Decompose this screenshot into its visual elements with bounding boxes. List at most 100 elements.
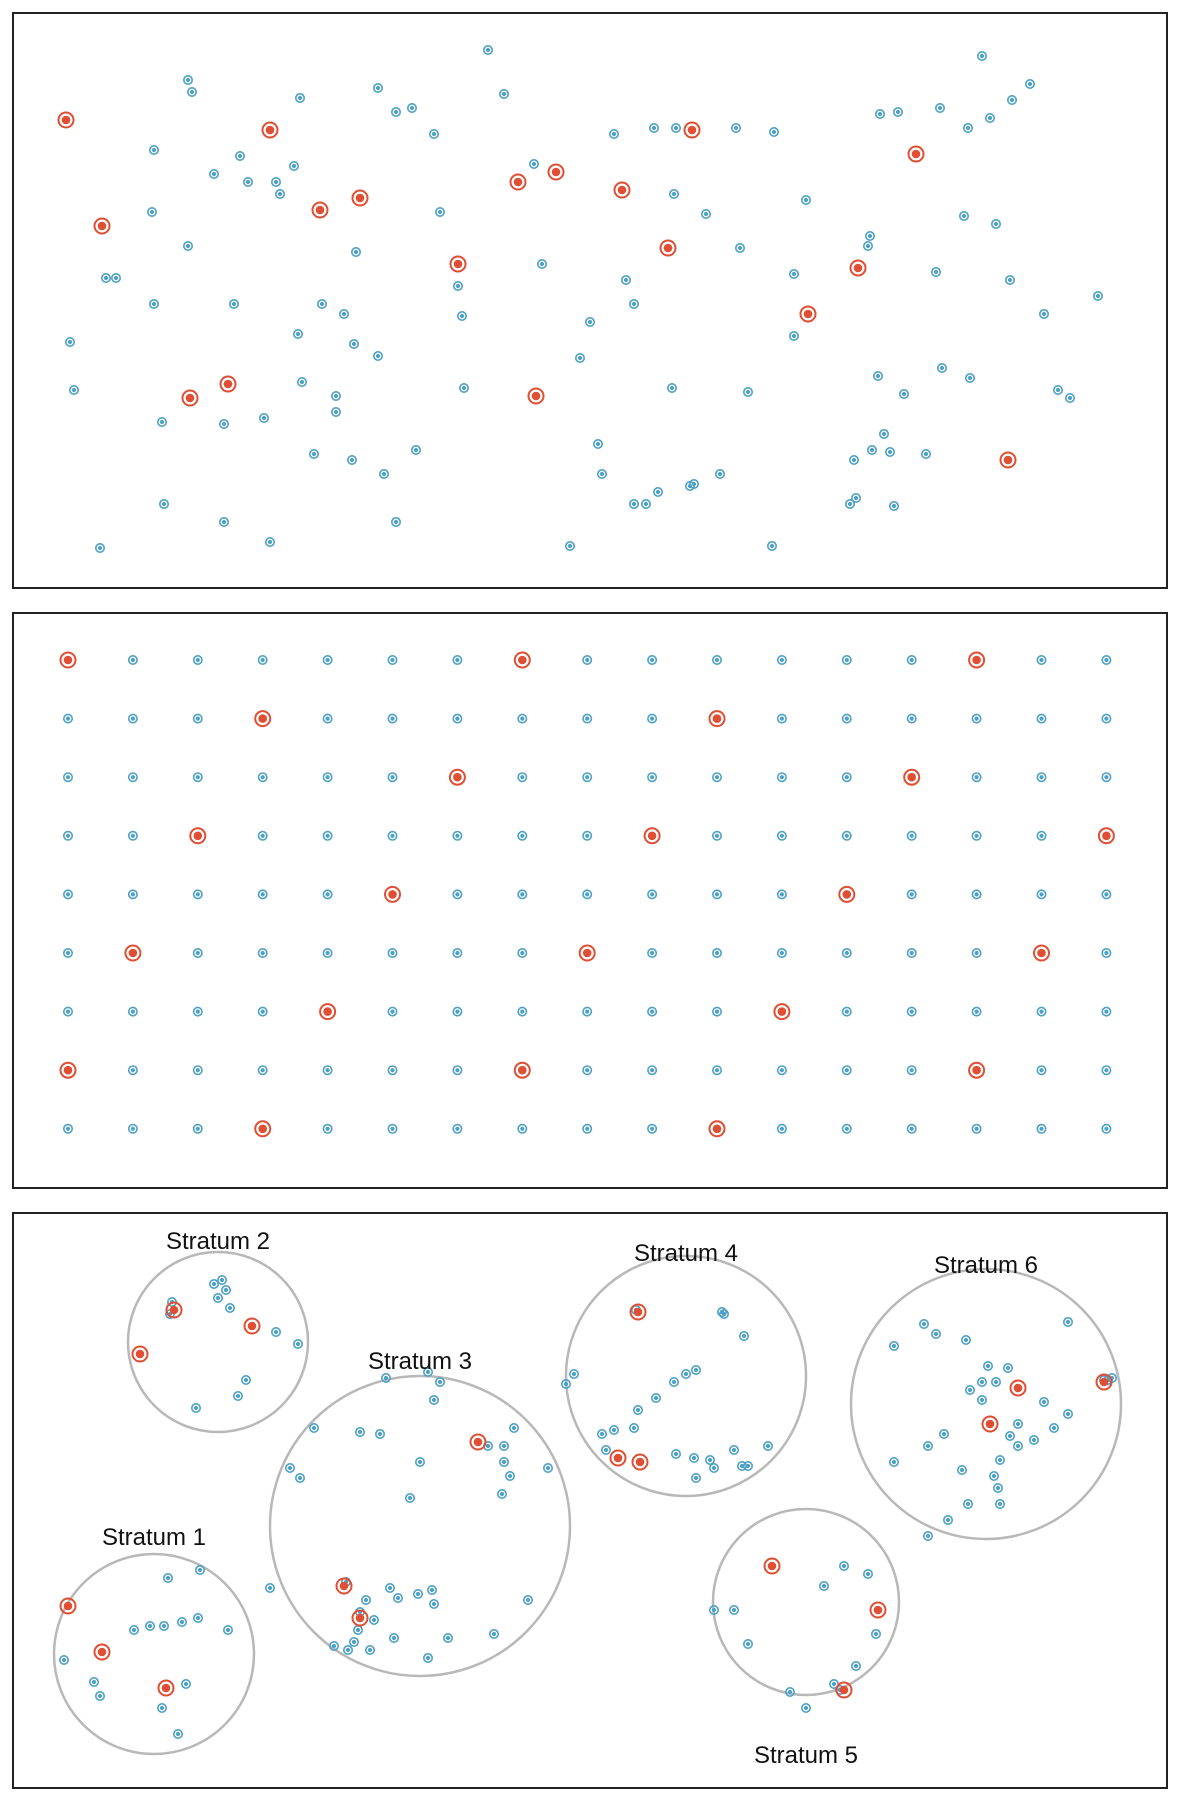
population-dot bbox=[648, 123, 659, 134]
stratum-2-population-dot bbox=[191, 1403, 202, 1414]
stratum-5-population-dot bbox=[850, 1660, 861, 1671]
sampled-dot bbox=[449, 255, 467, 273]
population-dot bbox=[884, 446, 895, 457]
grid-population-dot bbox=[582, 889, 593, 900]
stratum-6-population-dot bbox=[922, 1441, 933, 1452]
grid-population-dot bbox=[322, 772, 333, 783]
stratum-4-sampled-dot bbox=[629, 1303, 647, 1321]
grid-population-dot bbox=[387, 830, 398, 841]
stratum-1-population-dot bbox=[129, 1624, 140, 1635]
sampled-dot bbox=[547, 163, 565, 181]
grid-population-dot bbox=[517, 1006, 528, 1017]
stratum-4-population-dot bbox=[668, 1377, 679, 1388]
stratum-1-population-dot bbox=[173, 1728, 184, 1739]
sampled-dot bbox=[351, 189, 369, 207]
stratum-4-population-dot bbox=[762, 1441, 773, 1452]
stratum-6-population-dot bbox=[1049, 1423, 1060, 1434]
stratum-6-sampled-dot bbox=[981, 1415, 999, 1433]
grid-population-dot bbox=[192, 1123, 203, 1134]
stratum-6-population-dot bbox=[938, 1429, 949, 1440]
stratum-6-population-dot bbox=[1063, 1317, 1074, 1328]
population-dot bbox=[976, 50, 987, 61]
grid-population-dot bbox=[1036, 772, 1047, 783]
stratum-4-population-dot bbox=[728, 1445, 739, 1456]
stratum-5-population-dot bbox=[728, 1604, 739, 1615]
grid-population-dot bbox=[711, 1006, 722, 1017]
population-dot bbox=[68, 384, 79, 395]
grid-population-dot bbox=[776, 947, 787, 958]
grid-population-dot bbox=[127, 654, 138, 665]
stratum-6-population-dot bbox=[1028, 1435, 1039, 1446]
grid-population-dot bbox=[1101, 947, 1112, 958]
stratum-4-population-dot bbox=[560, 1379, 571, 1390]
sampled-dot bbox=[799, 305, 817, 323]
panel-simple-random-sample bbox=[12, 12, 1168, 589]
stratum-1-sampled-dot bbox=[59, 1597, 77, 1615]
grid-population-dot bbox=[906, 1006, 917, 1017]
population-dot bbox=[294, 93, 305, 104]
population-dot bbox=[652, 486, 663, 497]
stratum-6-population-dot bbox=[1012, 1419, 1023, 1430]
stratum-3-population-dot bbox=[508, 1423, 519, 1434]
population-dot bbox=[768, 127, 779, 138]
population-dot bbox=[308, 448, 319, 459]
stratum-2-boundary bbox=[126, 1250, 310, 1434]
grid-population-dot bbox=[776, 654, 787, 665]
grid-population-dot bbox=[841, 1123, 852, 1134]
stratum-4-label: Stratum 4 bbox=[633, 1240, 739, 1267]
grid-population-dot bbox=[582, 1123, 593, 1134]
stratum-3-population-dot bbox=[308, 1423, 319, 1434]
stratum-6-population-dot bbox=[994, 1455, 1005, 1466]
stratum-3-population-dot bbox=[504, 1470, 515, 1481]
grid-population-dot bbox=[1036, 654, 1047, 665]
stratum-1-boundary bbox=[52, 1552, 256, 1756]
population-dot bbox=[990, 219, 1001, 230]
grid-population-dot bbox=[647, 947, 658, 958]
stratum-3-population-dot bbox=[354, 1427, 365, 1438]
stratum-5-population-dot bbox=[862, 1568, 873, 1579]
population-dot bbox=[111, 272, 122, 283]
sampled-dot bbox=[527, 387, 545, 405]
population-dot bbox=[1006, 95, 1017, 106]
population-dot bbox=[274, 189, 285, 200]
population-dot bbox=[219, 516, 230, 527]
grid-population-dot bbox=[582, 713, 593, 724]
grid-population-dot bbox=[582, 654, 593, 665]
stratum-4-population-dot bbox=[690, 1472, 701, 1483]
stratum-6-population-dot bbox=[976, 1395, 987, 1406]
population-dot bbox=[316, 298, 327, 309]
sampled-dot bbox=[311, 201, 329, 219]
grid-population-dot bbox=[322, 947, 333, 958]
population-dot bbox=[666, 382, 677, 393]
grid-population-dot bbox=[452, 1006, 463, 1017]
stratum-1-population-dot bbox=[163, 1572, 174, 1583]
grid-population-dot bbox=[257, 1006, 268, 1017]
stratum-6-population-dot bbox=[960, 1335, 971, 1346]
stratum-1-population-dot bbox=[95, 1690, 106, 1701]
grid-population-dot bbox=[1036, 1123, 1047, 1134]
grid-population-dot bbox=[776, 713, 787, 724]
grid-population-dot bbox=[127, 772, 138, 783]
population-dot bbox=[372, 83, 383, 94]
stratum-6-population-dot bbox=[922, 1530, 933, 1541]
stratum-3-population-dot bbox=[284, 1463, 295, 1474]
population-dot bbox=[862, 241, 873, 252]
grid-population-dot bbox=[1101, 1065, 1112, 1076]
grid-population-dot bbox=[517, 1123, 528, 1134]
population-dot bbox=[348, 338, 359, 349]
population-dot bbox=[235, 151, 246, 162]
grid-population-dot bbox=[322, 889, 333, 900]
stratum-6-population-dot bbox=[956, 1465, 967, 1476]
grid-population-dot bbox=[906, 1123, 917, 1134]
stratum-5-population-dot bbox=[818, 1580, 829, 1591]
population-dot bbox=[892, 107, 903, 118]
population-dot bbox=[390, 516, 401, 527]
grid-population-dot bbox=[62, 1006, 73, 1017]
grid-population-dot bbox=[647, 1006, 658, 1017]
stratum-3-population-dot bbox=[380, 1373, 391, 1384]
stratum-6-label: Stratum 6 bbox=[933, 1252, 1039, 1279]
grid-population-dot bbox=[257, 1065, 268, 1076]
stratum-1-population-dot bbox=[195, 1564, 206, 1575]
stratum-4-sampled-dot bbox=[609, 1449, 627, 1467]
stratum-4-population-dot bbox=[680, 1369, 691, 1380]
